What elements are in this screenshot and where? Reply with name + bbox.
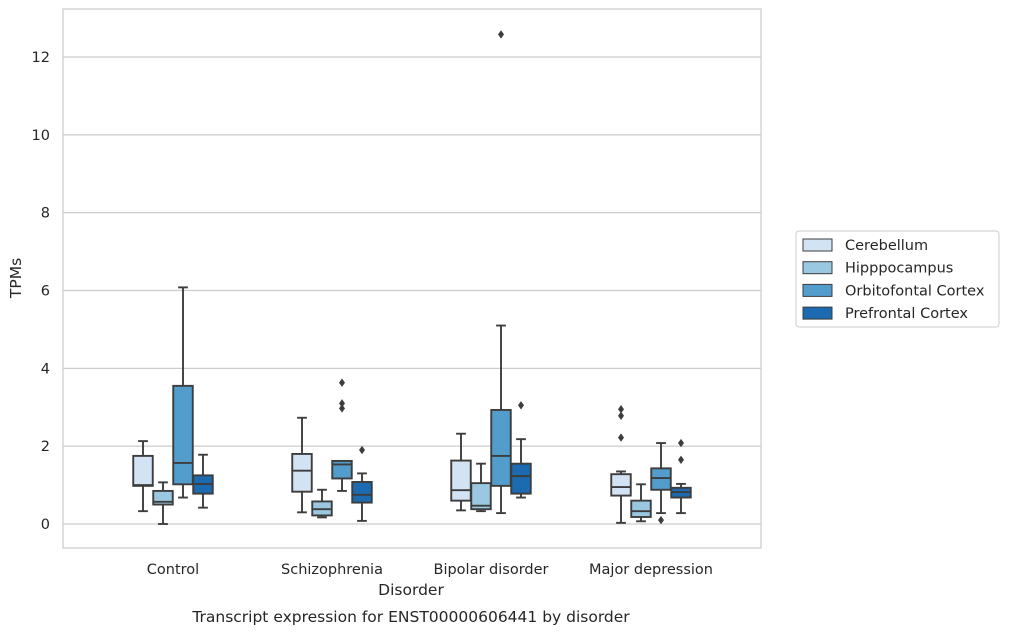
outlier-point [618,411,624,421]
box-iqr [291,453,313,493]
box-control [192,453,214,509]
box-major-depression [670,438,692,515]
y-tick-label: 10 [32,128,50,144]
box-control [172,286,194,499]
legend-frame [795,230,1000,328]
outlier-point [678,438,684,448]
y-tick-label: 6 [41,284,50,300]
box-iqr [610,473,632,497]
box-control [132,440,154,513]
outlier-point [359,445,365,455]
legend-swatch [802,306,833,320]
outlier-point [678,455,684,464]
x-axis-label: Disorder [378,581,444,599]
box-iqr [510,462,532,495]
y-tick-label: 0 [41,517,50,533]
legend-label: Prefrontal Cortex [845,306,968,322]
outlier-point [618,433,624,442]
outlier-point [658,515,664,525]
y-axis-ticks: 0 2 4 6 8 10 12 [32,50,50,533]
series-prefrontal-cortex [192,401,692,522]
plot-frame [62,8,762,549]
outlier-point [339,378,345,387]
box-major-depression [630,483,652,523]
box-schizophrenia [351,445,373,522]
box-bipolar-disorder [450,432,472,512]
box-control [152,481,174,525]
box-schizophrenia [291,416,313,514]
series-hipppocampus [152,462,652,525]
legend-swatch [802,261,833,275]
x-axis-ticks: Control Schizophrenia Bipolar disorder Majo… [147,562,713,578]
x-tick-label: Bipolar disorder [434,562,549,578]
legend-label: Orbitofontal Cortex [845,283,985,299]
y-tick-label: 12 [32,50,50,66]
box-schizophrenia [331,378,353,492]
box-iqr [490,409,512,487]
x-tick-label: Major depression [589,562,713,578]
legend-swatch [802,283,833,297]
box-iqr [172,384,194,486]
box-iqr [351,481,373,504]
outlier-point [498,30,504,39]
legend: Cerebellum Hipppocampus Orbitofontal Corte… [795,230,1000,328]
box-iqr [132,454,154,487]
box-iqr [650,467,672,491]
box-schizophrenia [311,488,333,519]
box-series [132,30,692,525]
series-cerebellum [132,404,632,524]
outlier-point [339,404,345,413]
gridlines [63,56,761,525]
legend-label: Cerebellum [845,238,928,254]
box-major-depression [650,442,672,525]
x-tick-label: Schizophrenia [281,562,383,578]
box-iqr [450,459,472,502]
box-bipolar-disorder [490,30,512,515]
y-tick-label: 4 [41,361,50,377]
y-axis-label: TPMs [7,258,25,299]
box-iqr [470,482,492,511]
legend-label: Hipppocampus [845,261,953,277]
legend-swatch [802,238,833,252]
x-tick-label: Control [147,562,199,578]
outlier-point [618,404,624,414]
series-orbitofontal-cortex [172,30,672,525]
box-bipolar-disorder [470,462,492,513]
outlier-point [518,401,524,410]
chart-caption: Transcript expression for ENST0000060644… [191,608,630,626]
box-major-depression [610,404,632,524]
y-tick-label: 8 [41,206,50,222]
y-tick-label: 2 [41,439,50,455]
outlier-point [339,399,345,408]
box-iqr [630,499,652,518]
box-bipolar-disorder [510,401,532,499]
